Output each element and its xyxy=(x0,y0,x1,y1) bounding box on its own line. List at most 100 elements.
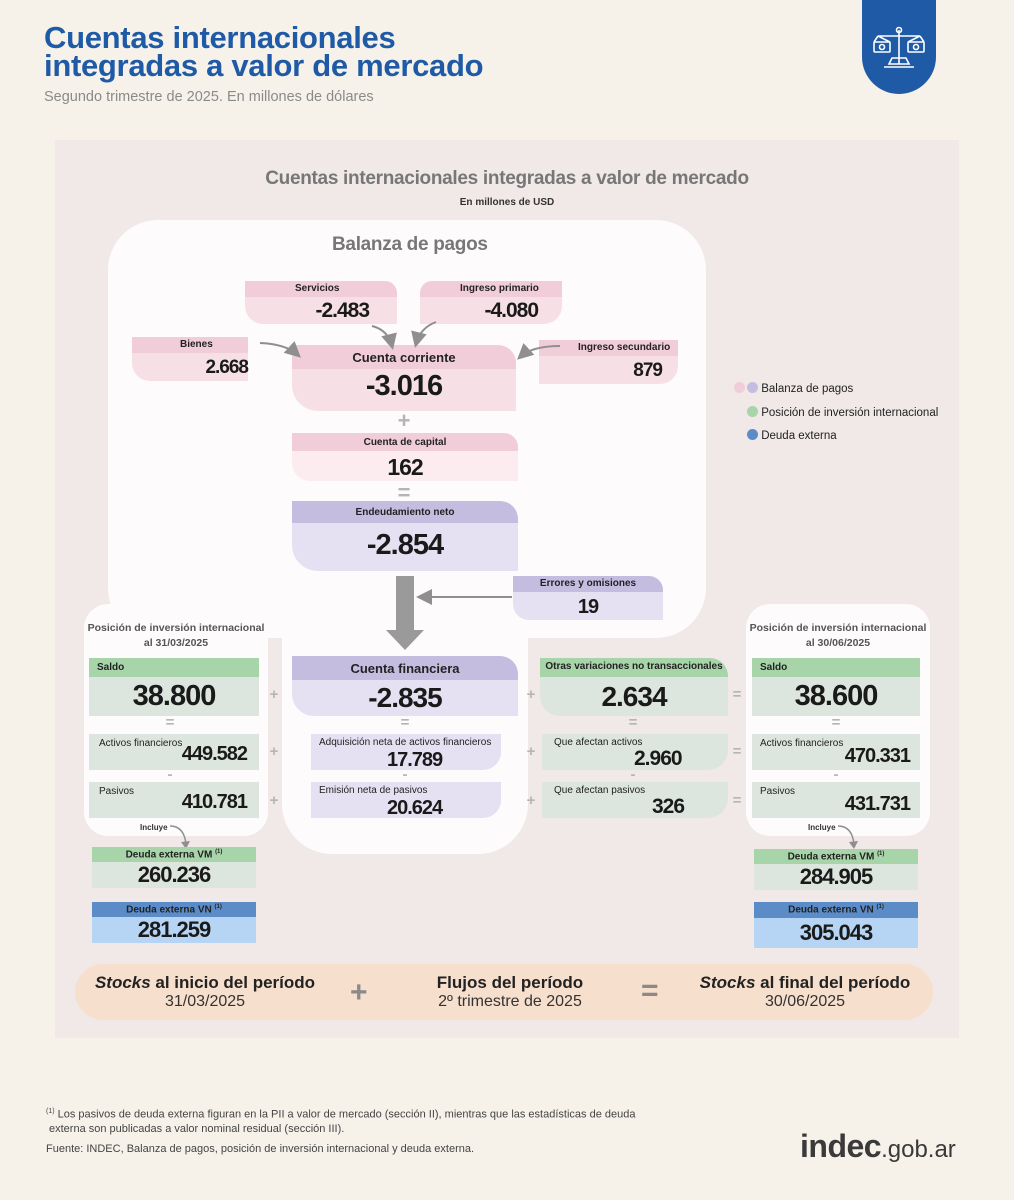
pii-final-deuda-vn-value: 305.043 xyxy=(799,920,874,945)
otras-pasivos-label: Que afectan pasivos xyxy=(554,785,646,796)
pii-final-deuda-vm-box: Deuda externa VM (1) 284.905 xyxy=(754,849,918,890)
page-title: Cuentas internacionales integradas a val… xyxy=(44,22,484,83)
servicios-box: Servicios -2.483 xyxy=(245,281,397,324)
cuenta-capital-value: 162 xyxy=(387,454,423,480)
legend-deuda: Deuda externa xyxy=(747,429,837,442)
otras-variaciones-value: 2.634 xyxy=(601,681,667,712)
pii-final-equals: = xyxy=(831,714,841,731)
indec-logo: indec.gob.ar xyxy=(800,1128,956,1164)
ingreso-secundario-label: Ingreso secundario xyxy=(578,342,671,353)
legend-pink-dot xyxy=(734,382,745,393)
bienes-box: Bienes 2.668 xyxy=(132,337,249,381)
scales-badge xyxy=(862,0,936,94)
otras-activos-value: 2.960 xyxy=(634,747,683,770)
otras-variaciones-label: Otras variaciones no transaccionales xyxy=(545,661,723,672)
ingreso-primario-label: Ingreso primario xyxy=(460,283,539,294)
endeudamiento-value: -2.854 xyxy=(366,529,444,561)
footnote: (1) Los pasivos de deuda externa figuran… xyxy=(46,1108,636,1135)
source-text: Fuente: INDEC, Balanza de pagos, posició… xyxy=(46,1143,475,1155)
pii-inicio-pasivos-value: 410.781 xyxy=(181,791,248,813)
pii-inicio-activos-label: Activos financieros xyxy=(99,738,183,749)
endeudamiento-box: Endeudamiento neto -2.854 xyxy=(292,501,518,571)
pii-final-incluye-arrow xyxy=(837,825,858,849)
pii-final-pasivos-label: Pasivos xyxy=(760,786,796,797)
endeudamiento-label: Endeudamiento neto xyxy=(355,507,455,518)
legend-green-dot xyxy=(747,406,758,417)
arrow-ingreso-primario xyxy=(411,321,437,348)
bienes-label: Bienes xyxy=(180,339,213,350)
ingreso-secundario-box: Ingreso secundario 879 xyxy=(539,340,678,384)
pii-inicio-title: Posición de inversión internacional al 3… xyxy=(87,622,265,649)
cuenta-financiera-label: Cuenta financiera xyxy=(350,661,460,676)
ingreso-primario-value: -4.080 xyxy=(484,299,539,322)
errores-label: Errores y omisiones xyxy=(539,578,637,589)
summary-plus: + xyxy=(350,976,368,1009)
equals-col3-activos: = xyxy=(732,743,742,760)
bienes-value: 2.668 xyxy=(205,357,249,378)
otras-minus: - xyxy=(630,766,636,783)
stocks-final: Stocks al final del período 30/06/2025 xyxy=(699,973,911,1011)
plus-col1-activos: + xyxy=(269,743,279,760)
plus-col1-saldo: + xyxy=(269,686,279,703)
pii-final-deuda-vn-box: Deuda externa VN (1) 305.043 xyxy=(754,902,918,948)
financiera-minus: - xyxy=(402,766,408,783)
cuenta-financiera-box: Cuenta financiera -2.835 xyxy=(292,656,518,716)
balanza-title: Balanza de pagos xyxy=(332,234,488,255)
cuenta-corriente-box: Cuenta corriente -3.016 xyxy=(292,345,516,411)
pii-inicio-deuda-vn-label: Deuda externa VN (1) xyxy=(126,904,222,916)
otras-pasivos-value: 326 xyxy=(652,795,685,818)
pii-inicio-deuda-vn-value: 281.259 xyxy=(137,917,212,942)
legend-blue-dot xyxy=(747,429,758,440)
arrow-bienes xyxy=(259,340,301,358)
pii-final-pasivos-value: 431.731 xyxy=(844,793,911,815)
otras-activos-label: Que afectan activos xyxy=(554,737,643,748)
pii-final-saldo-value: 38.600 xyxy=(794,680,879,712)
ingreso-primario-box: Ingreso primario -4.080 xyxy=(420,281,562,324)
stocks-inicio: Stocks al inicio del período 31/03/2025 xyxy=(94,973,316,1011)
ingreso-secundario-value: 879 xyxy=(633,360,663,381)
emision-box: Emisión neta de pasivos 20.624 xyxy=(311,782,501,819)
balance-scale-icon xyxy=(873,26,925,68)
pii-inicio-deuda-vm-box: Deuda externa VM (1) 260.236 xyxy=(92,847,256,888)
pii-inicio-saldo-box: Saldo 38.800 xyxy=(89,658,259,716)
pii-inicio-activos-value: 449.582 xyxy=(181,743,248,765)
pii-inicio-activos-box: Activos financieros 449.582 xyxy=(89,734,259,770)
pii-final-incluye: Incluye xyxy=(808,823,836,832)
pii-inicio-saldo-label: Saldo xyxy=(97,662,125,673)
pii-inicio-equals: = xyxy=(165,714,175,731)
pii-final-activos-box: Activos financieros 470.331 xyxy=(752,734,920,770)
pii-inicio-deuda-vn-box: Deuda externa VN (1) 281.259 xyxy=(92,902,256,943)
equals-col3-saldo: = xyxy=(732,686,742,703)
cuenta-corriente-label: Cuenta corriente xyxy=(352,350,456,365)
panel-subtitle: En millones de USD xyxy=(459,197,555,208)
plus-col2-saldo: + xyxy=(526,686,536,703)
flujos-periodo: Flujos del período 2º trimestre de 2025 xyxy=(436,973,584,1011)
plus-col1-pasivos: + xyxy=(269,792,279,809)
financiera-equals: = xyxy=(400,714,410,731)
pii-final-minus: - xyxy=(833,766,839,783)
pii-inicio-deuda-vm-label: Deuda externa VM (1) xyxy=(125,849,223,861)
emision-value: 20.624 xyxy=(387,797,443,819)
cuenta-capital-label: Cuenta de capital xyxy=(363,437,447,448)
pii-final-deuda-vm-label: Deuda externa VM (1) xyxy=(787,851,885,863)
page-subtitle: Segundo trimestre de 2025. En millones d… xyxy=(44,89,374,105)
plus-col2-activos: + xyxy=(526,743,536,760)
pii-final-activos-label: Activos financieros xyxy=(760,738,844,749)
cuenta-capital-box: Cuenta de capital 162 xyxy=(292,433,518,481)
plus-op-1: + xyxy=(397,408,411,433)
arrow-main-shaft xyxy=(396,576,414,630)
otras-activos-box: Que afectan activos 2.960 xyxy=(542,734,728,770)
equals-op-1: = xyxy=(397,480,411,505)
cuenta-corriente-value: -3.016 xyxy=(365,370,443,402)
arrow-ingreso-secundario xyxy=(517,342,561,360)
legend-balanza-label: Balanza de pagos xyxy=(761,383,854,395)
servicios-label: Servicios xyxy=(295,283,340,294)
pii-final-deuda-vn-label: Deuda externa VN (1) xyxy=(788,904,884,916)
pii-inicio-incluye: Incluye xyxy=(140,823,168,832)
summary-bar xyxy=(75,964,933,1020)
adquisicion-box: Adquisición neta de activos financieros … xyxy=(311,734,501,771)
adquisicion-value: 17.789 xyxy=(387,749,443,771)
title-line-2: integradas a valor de mercado xyxy=(44,48,484,83)
pii-final-saldo-label: Saldo xyxy=(760,662,788,673)
arrow-servicios xyxy=(371,325,397,350)
